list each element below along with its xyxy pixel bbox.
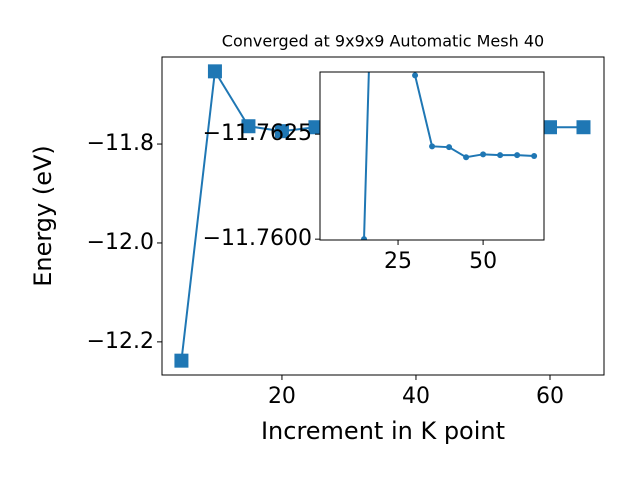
- marker: [531, 153, 538, 159]
- y-tick-label: −11.8: [87, 131, 154, 156]
- x-axis-label: Increment in K point: [261, 417, 505, 445]
- x-tick-label: 20: [268, 384, 296, 409]
- x-tick-label: 25: [384, 249, 412, 274]
- marker: [576, 120, 591, 135]
- marker: [361, 236, 368, 240]
- marker: [174, 353, 189, 368]
- chart-title: Converged at 9x9x9 Automatic Mesh 40: [222, 32, 544, 51]
- axes-frame: [161, 56, 605, 376]
- marker: [497, 152, 504, 159]
- marker: [463, 154, 470, 161]
- y-axis-label: Energy (eV): [29, 145, 57, 287]
- y-tick-label: −12.2: [87, 329, 154, 354]
- marker: [446, 144, 453, 151]
- marker: [274, 124, 289, 139]
- x-tick-label: 40: [402, 384, 430, 409]
- x-tick-label: 50: [469, 249, 497, 274]
- marker: [207, 64, 222, 79]
- marker: [308, 120, 323, 135]
- axes-frame: [319, 71, 545, 241]
- marker: [542, 120, 557, 135]
- y-tick-label: −11.7625: [203, 121, 312, 146]
- series: [361, 72, 538, 240]
- marker: [241, 119, 256, 134]
- marker: [514, 152, 521, 159]
- x-tick-label: 60: [536, 384, 564, 409]
- y-tick-label: −12.0: [87, 230, 154, 255]
- marker: [480, 151, 487, 158]
- marker: [429, 143, 436, 150]
- marker: [412, 72, 419, 79]
- y-tick-label: −11.7600: [203, 226, 312, 251]
